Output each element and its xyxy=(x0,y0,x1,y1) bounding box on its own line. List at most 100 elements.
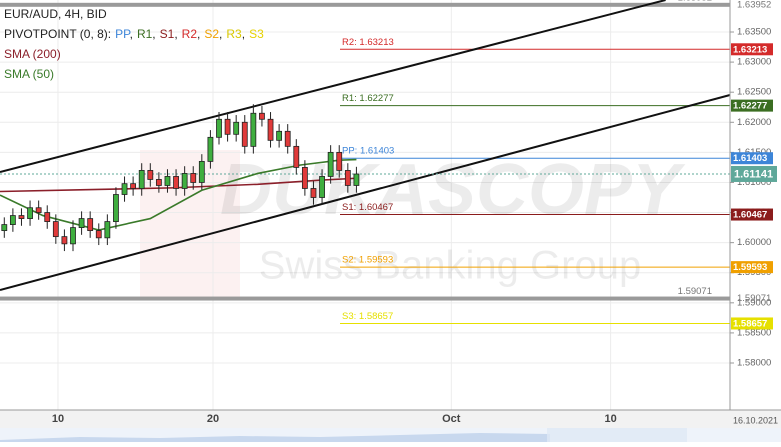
y-tick-label: 1.63000 xyxy=(737,57,771,68)
x-tick-label: Oct xyxy=(442,413,461,425)
separator: , xyxy=(242,27,245,41)
level-box-label: 1.63213 xyxy=(733,44,767,55)
candle-body xyxy=(310,188,317,198)
legend-entry: SMA (50) xyxy=(4,67,54,81)
candle-body xyxy=(1,224,8,232)
candle-body xyxy=(293,145,300,168)
y-tick-label: 1.61000 xyxy=(737,177,771,188)
candle-body xyxy=(78,218,85,228)
marks: 1.63952 1.59071 R2: 1.63213 R1: 1.62277 PP: … xyxy=(0,0,781,324)
current-price-label: 1.61141 xyxy=(734,168,773,180)
separator: , xyxy=(174,27,177,41)
pivot-label: S3: 1.58657 xyxy=(342,311,393,322)
pivot-label: S1: 1.60467 xyxy=(342,202,393,213)
candle-body xyxy=(319,176,325,198)
candle-body xyxy=(35,207,42,213)
candle-body xyxy=(61,236,68,245)
candle-body xyxy=(164,176,171,186)
indicator-label: PIVOTPOINT (0, 8): xyxy=(4,27,111,41)
candle-body xyxy=(9,215,16,225)
candle-body xyxy=(327,151,334,177)
candle-body xyxy=(52,221,59,238)
y-tick-label: 1.58000 xyxy=(737,358,771,369)
candle-body xyxy=(130,183,137,189)
candle-body xyxy=(301,167,308,189)
candle-body xyxy=(207,136,214,162)
indicator-name: R2 xyxy=(182,27,198,41)
indicator-name: S3 xyxy=(249,27,264,41)
y-tick-label: 1.62000 xyxy=(737,117,771,128)
current-price-box xyxy=(731,165,777,182)
candle-body xyxy=(284,130,291,147)
reference-axis-label: 1.59071 xyxy=(737,293,771,304)
candle-body xyxy=(27,207,33,219)
x-tick-label: 20 xyxy=(207,413,219,425)
candle-body xyxy=(198,161,205,183)
candle-body xyxy=(44,212,51,222)
candle-body xyxy=(259,112,265,120)
y-tick-label: 1.62500 xyxy=(737,87,771,98)
candle-body xyxy=(336,151,343,171)
separator: , xyxy=(152,27,155,41)
candle-body xyxy=(104,221,111,239)
level-box xyxy=(731,208,773,221)
legend-entry: SMA (200) xyxy=(4,47,61,61)
price-axis xyxy=(730,0,781,410)
candle-body xyxy=(233,121,240,135)
x-tick-label: 10 xyxy=(52,413,64,425)
pivot-label: S2: 1.59593 xyxy=(342,255,393,266)
navigator-window[interactable] xyxy=(547,428,687,442)
candle-body xyxy=(344,170,351,186)
candle-body xyxy=(190,173,197,183)
candle-body xyxy=(95,230,102,239)
candle-body xyxy=(250,112,257,147)
reference-band xyxy=(0,2,781,7)
indicator-name: R1 xyxy=(137,27,153,41)
candle-body xyxy=(138,170,145,189)
level-box xyxy=(731,152,773,165)
level-box-label: 1.61403 xyxy=(733,153,767,164)
candle-body xyxy=(181,173,188,189)
watermark-logo xyxy=(140,150,240,300)
level-box-label: 1.62277 xyxy=(733,101,767,112)
pivot-label: PP: 1.61403 xyxy=(342,146,394,157)
level-box-label: 1.59593 xyxy=(733,262,767,273)
indicator-name: S1 xyxy=(160,27,175,41)
level-box-label: 1.60467 xyxy=(733,210,767,221)
trend-line xyxy=(0,0,666,173)
plot-area xyxy=(0,0,730,410)
separator: , xyxy=(130,27,133,41)
candle-body xyxy=(147,170,154,180)
date-label: 16.10.2021 xyxy=(733,415,778,425)
level-box xyxy=(731,317,773,330)
chart-title: EUR/AUD, 4H, BID xyxy=(4,7,107,21)
reference-label: 1.63952 xyxy=(678,0,712,3)
indicator-name: PP xyxy=(115,27,131,41)
time-axis xyxy=(0,410,781,428)
legend: SMA (200) SMA (50) xyxy=(4,47,61,81)
indicator-name: S2 xyxy=(204,27,219,41)
candle-body xyxy=(216,118,222,138)
axis-labels: 1.580001.585001.590001.595001.600001.605… xyxy=(52,0,777,425)
level-box xyxy=(731,43,773,56)
trend-line xyxy=(0,94,731,291)
separator: , xyxy=(197,27,200,41)
watermark: DUKASCOPY xyxy=(220,150,686,230)
candle-body xyxy=(113,194,119,222)
pivot-label: R2: 1.63213 xyxy=(342,37,394,48)
candle-body xyxy=(173,176,179,189)
candle-body xyxy=(70,227,76,245)
level-box xyxy=(731,261,773,274)
reference-band xyxy=(0,296,781,301)
indicator-legend: PIVOTPOINT (0, 8): PP, R1, S1, R2, S2, R3, S3 xyxy=(4,27,264,41)
candle-body xyxy=(353,173,360,186)
candle-body xyxy=(155,179,162,186)
grid xyxy=(0,0,730,410)
pivot-label: R1: 1.62277 xyxy=(342,93,394,104)
candle-body xyxy=(267,118,274,141)
x-tick-label: 10 xyxy=(604,413,616,425)
reference-label: 1.59071 xyxy=(678,286,712,297)
watermark-sub: Swiss Banking Group xyxy=(259,244,641,288)
navigator-area xyxy=(0,433,550,442)
candle-body xyxy=(224,118,231,135)
